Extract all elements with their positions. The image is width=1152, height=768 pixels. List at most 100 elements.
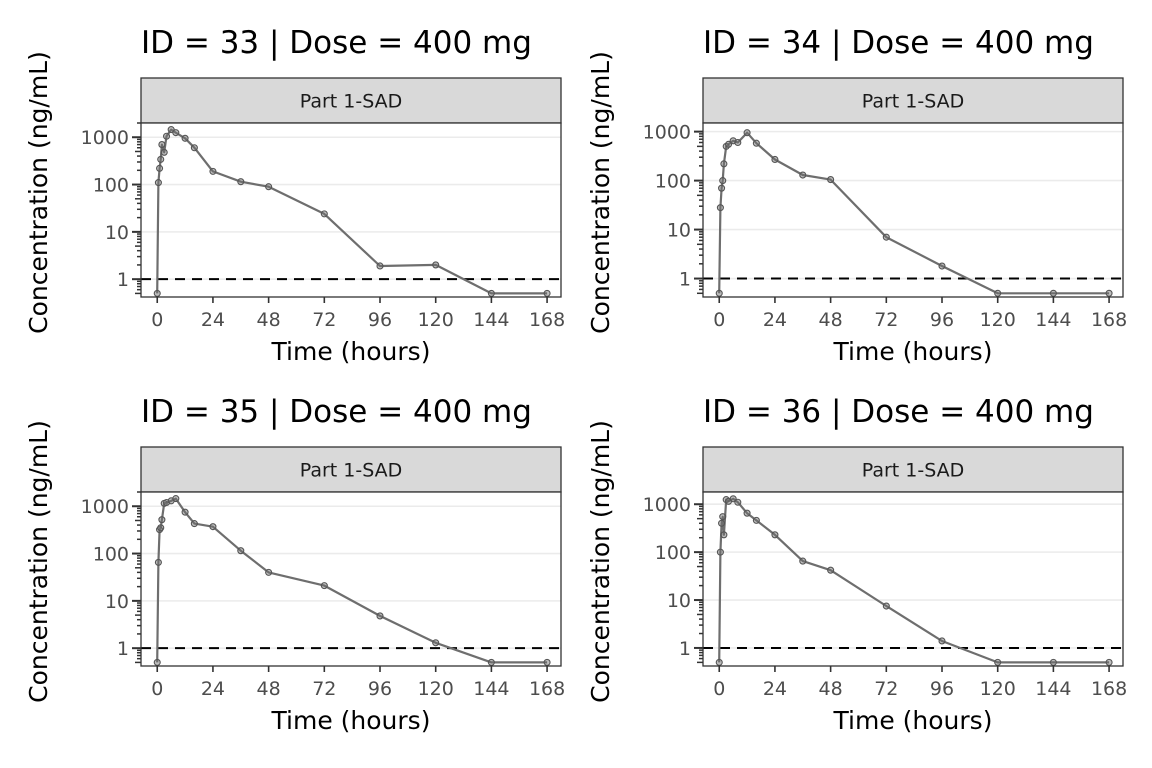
data-point [157, 155, 165, 163]
x-tick-label: 96 [368, 309, 392, 331]
plot-area [141, 492, 561, 666]
data-point [320, 582, 328, 590]
panel-title: ID = 36 | Dose = 400 mg [703, 394, 1094, 430]
data-point [938, 262, 946, 270]
y-tick-label: 100 [93, 544, 129, 566]
y-tick-label: 10 [105, 222, 129, 244]
data-point [799, 171, 807, 179]
data-point [994, 658, 1002, 666]
data-point [752, 516, 760, 524]
panel-4: ID = 36 | Dose = 400 mg Part 1-SAD 1 10 100 1… [586, 394, 1127, 735]
facet-strip [702, 77, 1124, 124]
panel-3: ID = 35 | Dose = 400 mg Part 1-SAD 1 10 100 1… [24, 394, 565, 735]
y-axis-title: Concentration (ng/mL) [24, 51, 53, 334]
x-tick-label: 0 [151, 678, 163, 700]
data-point [724, 140, 733, 148]
data-point [153, 289, 161, 297]
plot-area [141, 123, 561, 297]
data-point [190, 520, 198, 528]
data-point [162, 132, 171, 140]
data-point [154, 558, 162, 566]
x-tick-label: 24 [763, 678, 787, 700]
data-point [209, 167, 217, 175]
plot-area [703, 492, 1123, 666]
x-tick-label: 168 [529, 309, 565, 331]
x-tick-label: 168 [1091, 678, 1127, 700]
x-axis-title: Time (hours) [271, 337, 431, 366]
facet-strip-label: Part 1-SAD [862, 91, 965, 113]
x-tick-label: 120 [980, 678, 1016, 700]
facet-strip [702, 446, 1124, 493]
data-point [1049, 658, 1057, 666]
y-tick-label: 1 [117, 638, 129, 660]
data-point [487, 658, 495, 666]
data-point [827, 176, 835, 184]
data-point [827, 566, 835, 574]
x-tick-label: 168 [529, 678, 565, 700]
x-tick-label: 48 [819, 678, 843, 700]
data-point [799, 557, 807, 565]
data-point [716, 204, 724, 212]
x-axis-title: Time (hours) [271, 706, 431, 735]
x-tick-label: 96 [930, 309, 954, 331]
panel-title: ID = 35 | Dose = 400 mg [141, 394, 532, 430]
x-tick-label: 168 [1091, 309, 1127, 331]
panel-1: ID = 33 | Dose = 400 mg Part 1-SAD 1 10 100 1… [24, 25, 565, 366]
x-tick-label: 72 [312, 309, 336, 331]
data-point [1049, 289, 1057, 297]
y-axis-title: Concentration (ng/mL) [586, 51, 615, 334]
data-point [320, 210, 328, 218]
x-tick-label: 120 [418, 309, 454, 331]
data-point [994, 289, 1002, 297]
data-point [719, 513, 727, 521]
x-tick-label: 24 [763, 309, 787, 331]
data-point [265, 568, 273, 576]
y-tick-label: 100 [655, 542, 691, 564]
data-point [209, 523, 217, 531]
data-point [265, 183, 273, 191]
data-point [771, 531, 779, 539]
concentration-line [718, 497, 1110, 664]
x-tick-label: 72 [874, 309, 898, 331]
data-point [720, 160, 728, 168]
data-point [432, 261, 440, 269]
y-tick-label: 1 [679, 638, 691, 660]
x-tick-label: 0 [713, 309, 725, 331]
data-point [882, 233, 890, 241]
x-tick-label: 0 [713, 678, 725, 700]
data-point [743, 129, 751, 137]
x-tick-label: 144 [1035, 309, 1071, 331]
y-tick-label: 100 [655, 171, 691, 193]
facet-strip-label: Part 1-SAD [300, 460, 403, 482]
y-tick-label: 100 [93, 175, 129, 197]
y-tick-label: 1000 [81, 496, 129, 518]
y-tick-label: 10 [667, 220, 691, 242]
x-tick-label: 24 [201, 678, 225, 700]
panel-title: ID = 33 | Dose = 400 mg [141, 25, 532, 61]
panel-border [702, 491, 1124, 667]
data-point [376, 612, 384, 620]
data-point [157, 524, 165, 532]
plot-area [703, 123, 1123, 297]
data-point [719, 177, 727, 185]
data-point [153, 658, 161, 666]
data-point [237, 178, 245, 186]
facet-strip [140, 77, 562, 124]
y-tick-label: 1 [117, 269, 129, 291]
data-point [715, 658, 723, 666]
data-point [882, 602, 890, 610]
data-point [376, 262, 384, 270]
data-point [432, 639, 440, 647]
facet-strip-label: Part 1-SAD [862, 460, 965, 482]
facet-strip-label: Part 1-SAD [300, 91, 403, 113]
concentration-line [156, 497, 548, 664]
data-point [734, 498, 742, 506]
data-point [938, 637, 946, 645]
y-tick-label: 1000 [643, 122, 691, 144]
y-tick-label: 1 [679, 269, 691, 291]
data-point [716, 548, 724, 556]
data-point [743, 509, 751, 517]
data-point [181, 134, 189, 142]
x-tick-label: 120 [980, 309, 1016, 331]
